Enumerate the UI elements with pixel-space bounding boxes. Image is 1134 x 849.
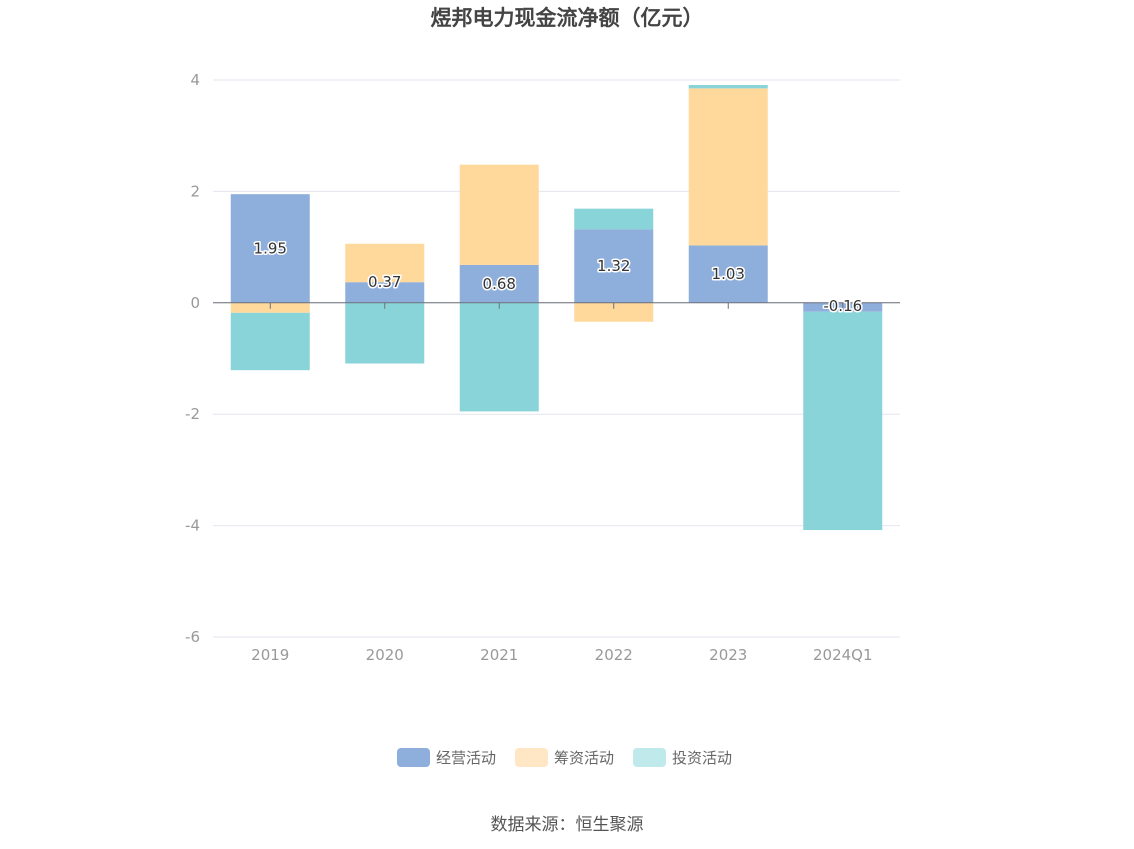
x-tick-label: 2019 bbox=[251, 646, 289, 664]
legend-swatch bbox=[515, 748, 548, 767]
data-labels: 1.95 0.37 0.68 1.32 1.03 -0.16 bbox=[252, 238, 864, 316]
bar-2020-series-2 bbox=[345, 302, 425, 364]
data-label: -0.16 bbox=[823, 297, 862, 315]
grid-lines bbox=[213, 79, 900, 638]
legend-item-1[interactable]: 筹资活动 bbox=[515, 748, 614, 767]
axes bbox=[213, 302, 900, 309]
legend[interactable]: 经营活动 筹资活动 投资活动 bbox=[397, 748, 732, 767]
data-label: 0.68 bbox=[483, 275, 516, 293]
legend-swatch bbox=[397, 748, 430, 767]
chart-title: 煜邦电力现金流净额（亿元） bbox=[431, 6, 704, 30]
x-axis-ticks: 2019 2020 2021 2022 2023 2024Q1 bbox=[251, 646, 872, 664]
bar-2020-series-0 bbox=[345, 282, 425, 303]
data-label: 1.32 bbox=[597, 257, 630, 275]
legend-label: 筹资活动 bbox=[554, 749, 614, 767]
bar-2019-series-2 bbox=[230, 312, 310, 371]
x-tick-label: 2023 bbox=[709, 646, 747, 664]
legend-label: 投资活动 bbox=[672, 749, 732, 767]
data-label: 1.95 bbox=[254, 239, 287, 257]
bar-2022-series-0 bbox=[574, 229, 654, 303]
y-tick-label: -4 bbox=[185, 517, 200, 535]
bar-2022-series-2 bbox=[574, 208, 654, 230]
y-axis-ticks: 4 2 0 -2 -4 -6 bbox=[185, 71, 200, 646]
x-tick-label: 2021 bbox=[480, 646, 518, 664]
bar-2020-series-1 bbox=[345, 243, 425, 283]
bar-2023-series-0 bbox=[688, 245, 768, 303]
bar-2021-series-0 bbox=[459, 264, 539, 303]
data-label: 1.03 bbox=[712, 265, 745, 283]
bar-2021-series-1 bbox=[459, 164, 539, 265]
bar-2019-series-0 bbox=[230, 194, 310, 303]
bar-2023-series-2 bbox=[688, 85, 768, 89]
bar-2023-series-1 bbox=[688, 88, 768, 246]
x-tick-label: 2022 bbox=[595, 646, 633, 664]
y-tick-label: 4 bbox=[190, 71, 200, 89]
bar-2024Q1-series-2 bbox=[803, 311, 883, 531]
source-note: 数据来源：恒生聚源 bbox=[491, 815, 644, 835]
legend-item-0[interactable]: 经营活动 bbox=[397, 748, 496, 767]
legend-item-2[interactable]: 投资活动 bbox=[633, 748, 732, 767]
x-tick-label: 2024Q1 bbox=[813, 646, 873, 664]
y-tick-label: -6 bbox=[185, 628, 200, 646]
y-tick-label: 2 bbox=[190, 182, 200, 200]
legend-label: 经营活动 bbox=[436, 749, 496, 767]
data-label: 0.37 bbox=[368, 273, 401, 291]
y-tick-label: 0 bbox=[190, 294, 200, 312]
y-tick-label: -2 bbox=[185, 405, 200, 423]
legend-swatch bbox=[633, 748, 666, 767]
bars bbox=[230, 85, 883, 531]
bar-2021-series-2 bbox=[459, 302, 539, 412]
x-tick-label: 2020 bbox=[366, 646, 404, 664]
bar-2022-series-1 bbox=[574, 302, 654, 322]
